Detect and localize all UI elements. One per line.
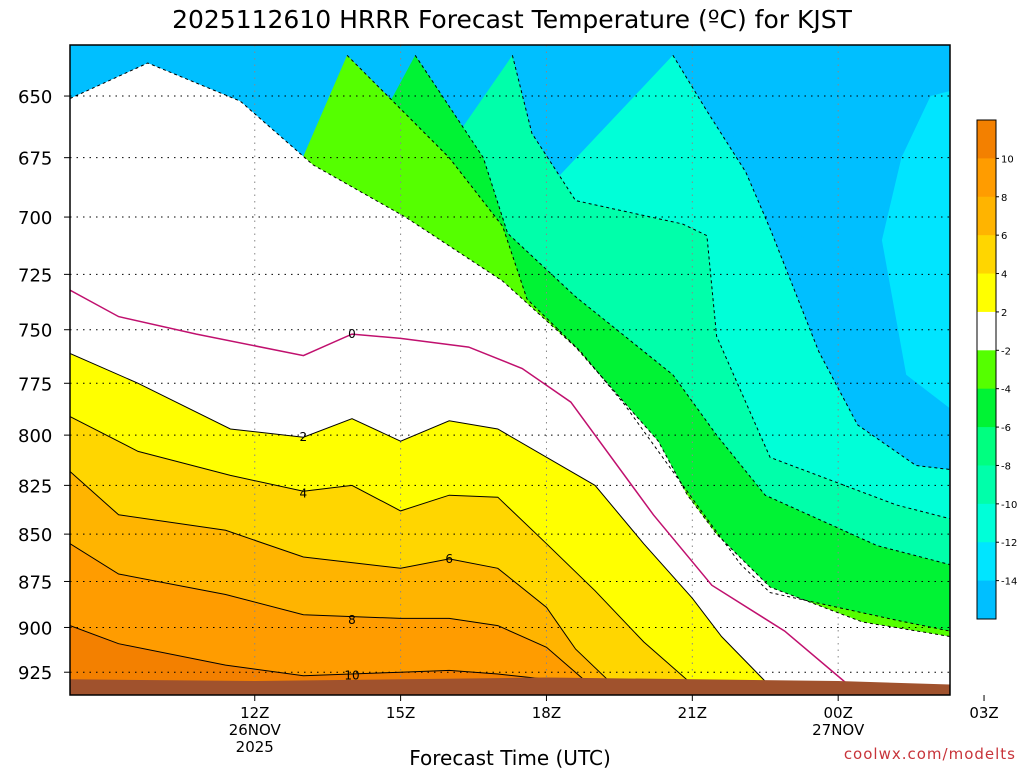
colorbar-swatch xyxy=(977,120,996,159)
x-tick-label: 00Z xyxy=(823,704,852,722)
fill--14 xyxy=(672,55,950,297)
isotherm-2 xyxy=(70,353,790,695)
isotherm-label-10: 10 xyxy=(344,669,359,683)
isotherm--10 xyxy=(672,55,950,470)
isotherm-labels: 0 2 4 6 8 10 xyxy=(300,327,453,683)
grid-lines xyxy=(70,45,950,695)
y-tick-label: 675 xyxy=(18,149,52,170)
colorbar-swatch xyxy=(977,388,996,428)
x-tick-label: 15Z xyxy=(386,704,415,722)
colorbar-frame xyxy=(976,119,997,620)
colorbar-swatch xyxy=(977,542,996,582)
x-axis-label: Forecast Time (UTC) xyxy=(409,746,611,768)
colorbar-tick-label: 2 xyxy=(1001,308,1007,319)
fill-10 xyxy=(70,625,950,695)
colorbar-tick-label: -2 xyxy=(1001,346,1011,357)
terrain-band xyxy=(70,677,950,695)
x-tick-label: 12Z xyxy=(240,704,269,722)
x-tick-label: 18Z xyxy=(532,704,561,722)
y-tick-label: 875 xyxy=(18,572,52,593)
isotherm-label-4: 4 xyxy=(300,486,308,500)
y-tick-label: 750 xyxy=(18,321,52,342)
x-tick-label: 26NOV xyxy=(229,721,282,739)
colorbar-swatch xyxy=(977,158,996,198)
x-tick-label: 03Z xyxy=(969,704,998,722)
isotherm-6 xyxy=(70,471,625,695)
isotherm-label-8: 8 xyxy=(348,613,356,627)
isotherm-8 xyxy=(70,543,596,695)
colorbar-tick-label: 10 xyxy=(1001,154,1014,165)
colorbar-swatch xyxy=(977,196,996,236)
temperature-fills xyxy=(70,45,950,695)
colorbar-tick-label: -14 xyxy=(1001,577,1017,588)
colorbar-tick-label: 6 xyxy=(1001,231,1007,242)
y-axis-ticks: 650 675 700 725 750 775 800 825 850 875 900 925 xyxy=(18,87,70,684)
chart-title: 2025112610 HRRR Forecast Temperature (ºC… xyxy=(172,5,853,34)
colorbar-swatch xyxy=(977,273,996,313)
isotherm--4 xyxy=(346,54,950,632)
isotherm-lines xyxy=(70,54,950,695)
colorbar-tick-label: -12 xyxy=(1001,538,1017,549)
isotherm-label-6: 6 xyxy=(445,552,453,566)
colorbar-swatch xyxy=(977,427,996,466)
x-tick-label: 27NOV xyxy=(812,721,865,739)
y-tick-label: 650 xyxy=(18,87,52,108)
isotherm--6 xyxy=(414,55,950,566)
colorbar: 10 8 6 4 2 -2 -4 -6 -8 -10 -12 -14 xyxy=(976,119,1017,620)
y-tick-label: 900 xyxy=(18,618,52,639)
y-tick-label: 850 xyxy=(18,525,52,546)
terrain-fill xyxy=(70,677,950,695)
colorbar-tick-label: -8 xyxy=(1001,461,1011,472)
isotherm-0 xyxy=(70,289,950,695)
isotherm-label-0: 0 xyxy=(348,327,356,341)
y-tick-label: 775 xyxy=(18,374,52,395)
fill--12 xyxy=(881,55,950,409)
y-tick-label: 925 xyxy=(18,663,52,684)
isotherm-10 xyxy=(70,625,596,695)
x-tick-label: 2025 xyxy=(236,738,274,756)
colorbar-swatch xyxy=(977,503,996,543)
isotherm-label-2: 2 xyxy=(300,430,308,444)
y-tick-label: 725 xyxy=(18,265,52,286)
y-tick-label: 700 xyxy=(18,208,52,229)
isotherm--2 xyxy=(70,62,950,637)
isotherm--8 xyxy=(511,55,950,520)
isotherm-4 xyxy=(70,416,717,695)
colorbar-tick-label: -4 xyxy=(1001,385,1011,396)
colorbar-tick-label: -6 xyxy=(1001,423,1011,434)
y-tick-label: 800 xyxy=(18,426,52,447)
colorbar-swatch xyxy=(977,235,996,275)
colorbar-swatch xyxy=(977,311,996,351)
y-tick-label: 825 xyxy=(18,476,52,497)
colorbar-tick-label: 8 xyxy=(1001,193,1007,204)
colorbar-tick-label: -10 xyxy=(1001,500,1017,511)
colorbar-swatch xyxy=(977,465,996,505)
colorbar-tick-label: 4 xyxy=(1001,270,1007,281)
credit-text: coolwx.com/modelts xyxy=(844,745,1016,763)
plot-frame xyxy=(69,44,951,696)
colorbar-swatch xyxy=(977,580,996,620)
fill-8 xyxy=(70,543,950,695)
colorbar-swatch xyxy=(977,350,996,390)
x-tick-label: 21Z xyxy=(678,704,707,722)
